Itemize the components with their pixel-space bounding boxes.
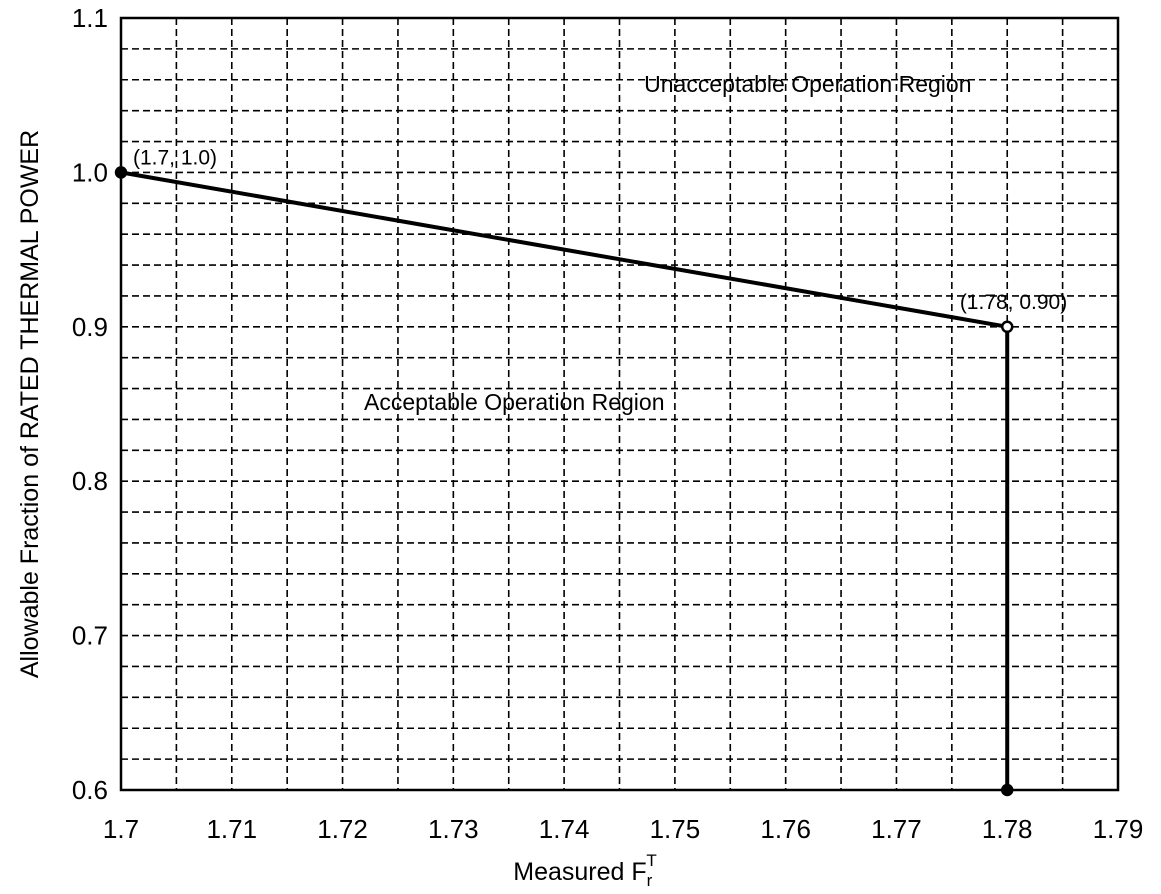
- x-axis-label-main: Measured F: [513, 858, 646, 886]
- y-axis-label: Allowable Fraction of RATED THERMAL POWE…: [16, 130, 44, 678]
- x-tick-label: 1.77: [871, 814, 922, 844]
- x-tick-labels: 1.7 1.71 1.72 1.73 1.74 1.75 1.76 1.77 1.78 1.79: [103, 814, 1143, 844]
- open-point-marker: [1000, 320, 1014, 334]
- plot-frame: [119, 16, 1120, 792]
- y-tick-label: 1.0: [72, 157, 108, 187]
- y-tick-label: 0.9: [72, 312, 108, 342]
- x-tick-label: 1.74: [539, 814, 590, 844]
- y-tick-label: 1.1: [72, 3, 108, 33]
- point-annotation: (1.78, 0.90): [960, 291, 1067, 314]
- grid-lines: [121, 18, 1118, 790]
- x-tick-label: 1.73: [428, 814, 479, 844]
- x-tick-label: 1.75: [650, 814, 701, 844]
- y-tick-label: 0.6: [72, 775, 108, 805]
- point-annotation: (1.7, 1.0): [133, 146, 217, 169]
- region-labels: Unacceptable Operation Region Acceptable …: [364, 71, 971, 415]
- region-label: Unacceptable Operation Region: [644, 71, 971, 97]
- region-label: Acceptable Operation Region: [364, 389, 664, 415]
- point-annotations: (1.7, 1.0) (1.78, 0.90): [133, 146, 1067, 313]
- x-axis-label-subscript: r: [647, 871, 653, 890]
- filled-point-marker: [114, 166, 128, 179]
- x-axis-label: Measured FrT: [513, 851, 656, 890]
- filled-point-marker: [1000, 783, 1014, 797]
- x-axis-label-superscript: T: [646, 851, 656, 870]
- x-tick-label: 1.7: [103, 814, 139, 844]
- x-tick-label: 1.72: [317, 814, 368, 844]
- y-tick-label: 0.8: [72, 466, 108, 496]
- x-tick-label: 1.71: [206, 814, 257, 844]
- y-tick-labels: 0.6 0.7 0.8 0.9 1.0 1.1: [72, 3, 108, 805]
- x-tick-label: 1.78: [982, 814, 1033, 844]
- x-tick-label: 1.79: [1093, 814, 1144, 844]
- x-tick-label: 1.76: [760, 814, 811, 844]
- marker-layer: [114, 166, 1014, 797]
- y-tick-label: 0.7: [72, 621, 108, 651]
